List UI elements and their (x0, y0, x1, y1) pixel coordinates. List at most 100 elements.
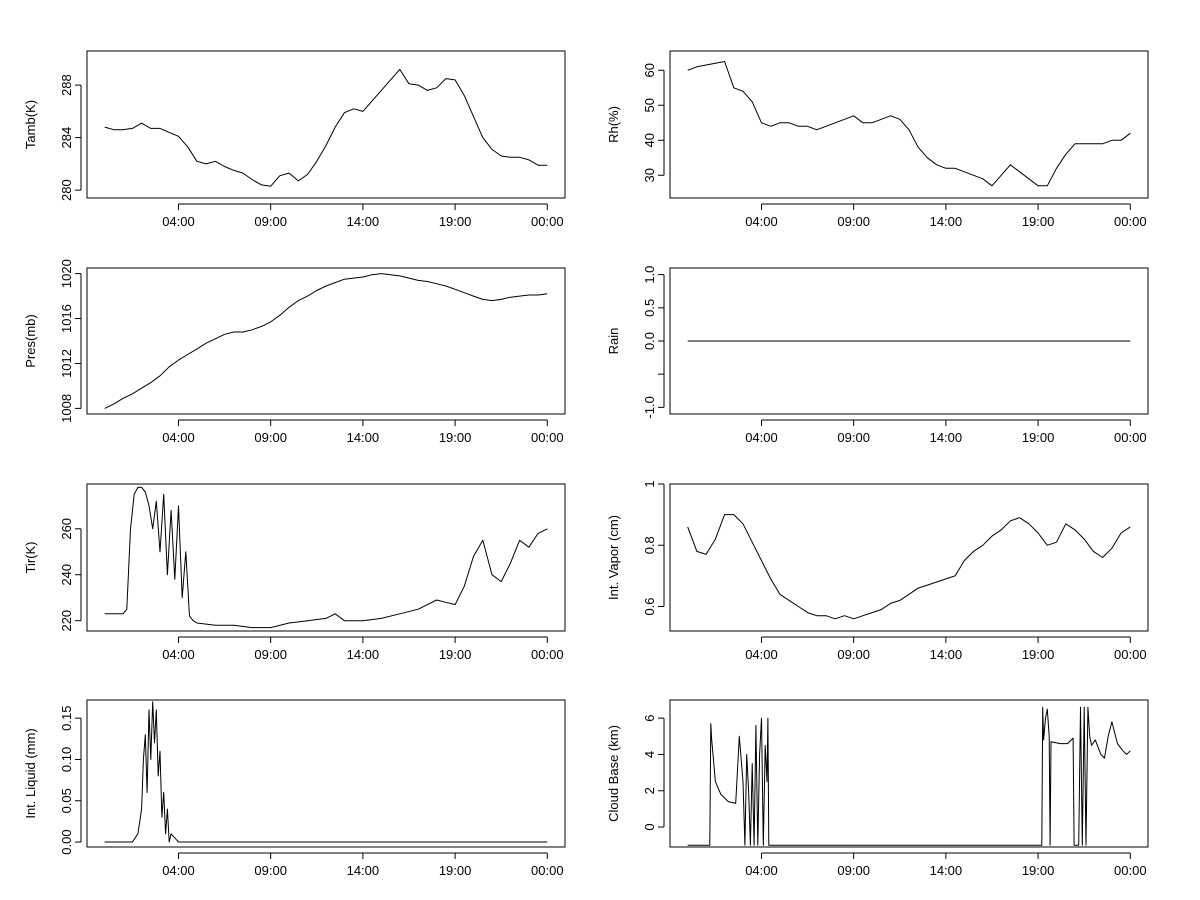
x-tick-label: 19:00 (439, 863, 472, 878)
x-tick-label: 04:00 (162, 647, 195, 662)
x-tick-label: 04:00 (162, 430, 195, 445)
x-tick-label: 14:00 (930, 214, 963, 229)
y-axis-label: Pres(mb) (23, 314, 38, 367)
y-tick-label: -1.0 (642, 396, 657, 418)
plot-frame (86, 699, 566, 848)
x-tick-label: 04:00 (745, 214, 778, 229)
x-tick-label: 14:00 (930, 430, 963, 445)
series-line (687, 706, 1131, 846)
x-tick-label: 19:00 (1022, 647, 1055, 662)
y-tick-label: 0.6 (642, 597, 657, 615)
y-tick-label: 1016 (59, 304, 74, 333)
y-tick-label: 0.05 (59, 788, 74, 813)
panel-8: 04:00 09:00 14:00 19:00 00:00 0 2 4 6 Cloud Base … (606, 699, 1149, 878)
y-tick-label: 60 (642, 63, 657, 77)
y-tick-label: 260 (59, 518, 74, 540)
series-line (104, 273, 548, 409)
y-tick-label: 6 (642, 715, 657, 722)
x-tick-label: 00:00 (1114, 647, 1147, 662)
y-axis-label: Int. Liquid (mm) (23, 728, 38, 818)
y-tick-label: 2 (642, 787, 657, 794)
x-tick-label: 14:00 (347, 430, 380, 445)
x-tick-label: 04:00 (745, 863, 778, 878)
y-tick-label: 1020 (59, 259, 74, 288)
y-axis-label: Rh(%) (606, 106, 621, 143)
x-tick-label: 00:00 (531, 430, 564, 445)
y-tick-label: 0.15 (59, 706, 74, 731)
plot-frame (86, 50, 566, 199)
x-tick-label: 14:00 (347, 214, 380, 229)
x-tick-label: 09:00 (254, 214, 287, 229)
plot-frame (669, 483, 1149, 632)
y-tick-label: 0 (642, 823, 657, 830)
x-tick-label: 09:00 (254, 863, 287, 878)
series-line (104, 486, 548, 629)
panel-3: 04:00 09:00 14:00 19:00 00:00 1008 1012 1016 102… (23, 259, 566, 445)
x-tick-label: 00:00 (1114, 214, 1147, 229)
x-tick-label: 04:00 (162, 214, 195, 229)
y-tick-label: 30 (642, 168, 657, 182)
y-axis-label: Rain (606, 328, 621, 355)
x-tick-label: 09:00 (254, 647, 287, 662)
x-tick-label: 04:00 (162, 863, 195, 878)
y-tick-label: 0.5 (642, 299, 657, 317)
y-tick-label: 50 (642, 98, 657, 112)
x-tick-label: 19:00 (1022, 863, 1055, 878)
plot-frame (669, 50, 1149, 199)
series-line (687, 514, 1131, 620)
panel-1: 04:00 09:00 14:00 19:00 00:00 280 284 288 Tamb(K… (23, 50, 566, 229)
y-tick-label: 1.0 (642, 266, 657, 284)
plot-frame (86, 483, 566, 632)
panel-5: 04:00 09:00 14:00 19:00 00:00 220 240 260 Tir(K) (23, 483, 566, 662)
x-tick-label: 14:00 (347, 863, 380, 878)
x-tick-label: 04:00 (745, 647, 778, 662)
x-tick-label: 19:00 (439, 430, 472, 445)
x-tick-label: 09:00 (254, 430, 287, 445)
y-tick-label: 240 (59, 564, 74, 586)
panel-2: 04:00 09:00 14:00 19:00 00:00 30 40 50 60 Rh(%) (606, 50, 1149, 229)
x-tick-label: 00:00 (531, 214, 564, 229)
x-tick-label: 14:00 (347, 647, 380, 662)
x-tick-label: 09:00 (837, 214, 870, 229)
y-axis-label: Tir(K) (23, 541, 38, 573)
y-tick-label: 40 (642, 133, 657, 147)
x-tick-label: 19:00 (439, 214, 472, 229)
x-tick-label: 09:00 (837, 647, 870, 662)
x-tick-label: 09:00 (837, 430, 870, 445)
y-axis-label: Tamb(K) (23, 100, 38, 149)
x-tick-label: 09:00 (837, 863, 870, 878)
panel-6: 04:00 09:00 14:00 19:00 00:00 0.6 0.8 1 Int. Vap… (606, 480, 1149, 662)
x-tick-label: 00:00 (1114, 863, 1147, 878)
y-axis-label: Cloud Base (km) (606, 725, 621, 822)
x-tick-label: 14:00 (930, 863, 963, 878)
y-tick-label: 284 (59, 127, 74, 149)
x-tick-label: 14:00 (930, 647, 963, 662)
y-tick-label: 220 (59, 610, 74, 632)
y-axis-label: Int. Vapor (cm) (606, 515, 621, 600)
panel-4: 04:00 09:00 14:00 19:00 00:00 -1.0 0.0 0.5 1.0 Ra… (606, 266, 1149, 445)
y-tick-label: 0.0 (642, 332, 657, 350)
x-tick-label: 00:00 (531, 647, 564, 662)
series-line (104, 68, 548, 187)
x-tick-label: 19:00 (1022, 214, 1055, 229)
x-tick-label: 04:00 (745, 430, 778, 445)
series-line (104, 701, 548, 843)
x-tick-label: 19:00 (1022, 430, 1055, 445)
x-tick-label: 00:00 (1114, 430, 1147, 445)
y-tick-label: 0.8 (642, 536, 657, 554)
y-tick-label: 1012 (59, 349, 74, 378)
x-tick-label: 19:00 (439, 647, 472, 662)
y-tick-label: 1 (642, 480, 657, 487)
plot-frame (669, 699, 1149, 848)
panel-7: 04:00 09:00 14:00 19:00 00:00 0.00 0.05 0.10 0.1… (23, 699, 566, 878)
plot-frame (86, 267, 566, 415)
y-tick-label: 288 (59, 74, 74, 96)
x-tick-label: 00:00 (531, 863, 564, 878)
plot-frame (669, 267, 1149, 415)
y-tick-label: 1008 (59, 394, 74, 423)
y-tick-label: 0.00 (59, 829, 74, 854)
y-tick-label: 4 (642, 751, 657, 758)
y-tick-label: 280 (59, 179, 74, 201)
y-tick-label: 0.10 (59, 747, 74, 772)
